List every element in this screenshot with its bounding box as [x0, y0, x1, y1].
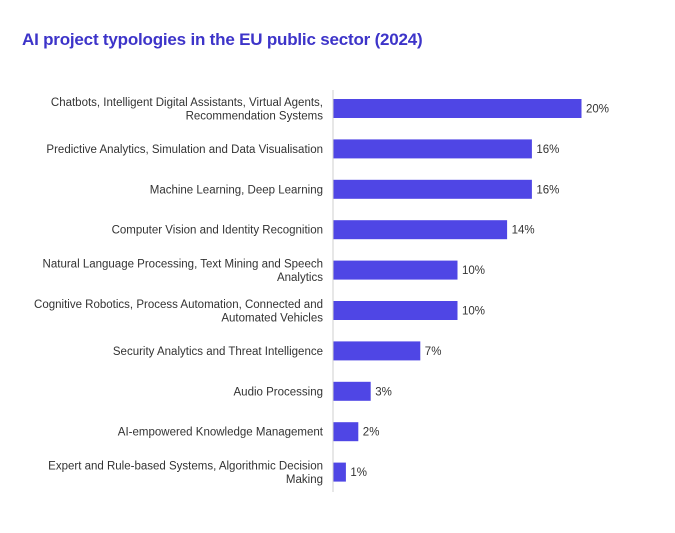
- category-label-7: Audio Processing: [234, 386, 324, 398]
- value-label-6: 7%: [425, 346, 442, 358]
- category-label-4-line-0: Natural Language Processing, Text Mining…: [43, 258, 323, 270]
- category-label-0-line-0: Chatbots, Intelligent Digital Assistants…: [51, 97, 323, 109]
- category-label-9-line-0: Expert and Rule-based Systems, Algorithm…: [48, 460, 323, 472]
- value-label-7: 3%: [375, 386, 392, 398]
- category-label-2: Machine Learning, Deep Learning: [150, 184, 323, 196]
- bar-3: [333, 220, 508, 240]
- bar-5: [333, 301, 458, 320]
- category-label-6: Security Analytics and Threat Intelligen…: [113, 346, 323, 358]
- bar-4: [333, 260, 458, 280]
- category-label-3: Computer Vision and Identity Recognition: [112, 225, 323, 237]
- bar-1: [333, 139, 532, 159]
- value-label-0: 20%: [586, 104, 609, 116]
- value-label-8: 2%: [363, 427, 380, 439]
- value-labels: 20% 16% 16% 14% 10% 10% 7% 3% 2% 1%: [350, 104, 609, 480]
- value-label-3: 14%: [512, 225, 535, 237]
- value-label-5: 10%: [462, 306, 485, 318]
- category-label-5-line-1: Automated Vehicles: [221, 312, 323, 324]
- bar-8: [333, 422, 359, 442]
- category-label-4-line-1: Analytics: [277, 272, 323, 284]
- chart-title: AI project typologies in the EU public s…: [22, 30, 423, 49]
- bar-9: [333, 462, 346, 482]
- value-label-9: 1%: [350, 467, 367, 479]
- category-labels: Chatbots, Intelligent Digital Assistants…: [34, 97, 324, 486]
- value-label-2: 16%: [536, 184, 559, 196]
- category-label-5-line-0: Cognitive Robotics, Process Automation, …: [34, 299, 323, 311]
- bar-2: [333, 179, 532, 199]
- category-label-8: AI-empowered Knowledge Management: [118, 427, 324, 439]
- category-label-0-line-1: Recommendation Systems: [186, 110, 324, 122]
- value-label-4: 10%: [462, 265, 485, 277]
- category-label-9-line-1: Making: [286, 474, 323, 486]
- bar-7: [333, 381, 371, 401]
- bar-0: [333, 99, 582, 118]
- bar-6: [333, 341, 421, 361]
- bars: [333, 99, 582, 482]
- value-label-1: 16%: [536, 144, 559, 156]
- category-label-1: Predictive Analytics, Simulation and Dat…: [46, 144, 323, 156]
